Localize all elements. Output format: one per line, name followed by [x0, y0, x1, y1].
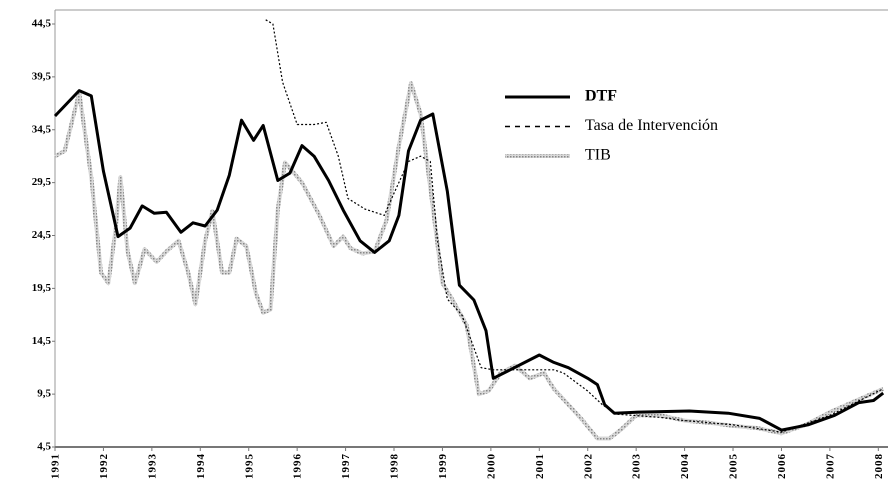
legend-label: Tasa de Intervención: [585, 117, 718, 134]
y-tick-label: 39,5: [32, 70, 52, 82]
y-tick-label: 34,5: [32, 123, 52, 135]
x-tick-label: 1993: [146, 453, 158, 479]
legend-label: DTF: [585, 88, 617, 105]
legend-label: TIB: [585, 147, 611, 164]
x-tick-label: 2005: [728, 453, 740, 479]
x-tick-label: 1994: [195, 453, 207, 479]
x-tick-label: 2003: [631, 453, 643, 479]
x-tick-label: 2008: [873, 453, 885, 479]
series-line: [54, 81, 884, 441]
y-tick-label: 44,5: [32, 18, 52, 30]
y-tick-label: 4,5: [37, 441, 51, 453]
y-tick-label: 19,5: [32, 282, 52, 294]
x-tick-label: 1995: [243, 453, 255, 479]
series-line: [53, 89, 885, 432]
x-tick-label: 2000: [485, 453, 497, 479]
series-line: [265, 19, 884, 433]
x-tick-label: 1991: [50, 453, 62, 479]
x-tick-label: 2002: [582, 453, 594, 479]
y-tick-label: 24,5: [32, 229, 52, 241]
x-tick-label: 1999: [437, 453, 449, 479]
x-tick-label: 2006: [776, 453, 788, 479]
x-tick-label: 1997: [340, 453, 352, 479]
y-tick-label: 14,5: [32, 335, 52, 347]
x-tick-label: 2007: [824, 453, 836, 479]
x-tick-label: 2004: [679, 453, 691, 479]
y-tick-label: 9,5: [37, 388, 51, 400]
x-tick-label: 1998: [389, 453, 401, 479]
x-tick-label: 1996: [292, 453, 304, 479]
x-tick-label: 1992: [98, 453, 110, 479]
y-tick-label: 29,5: [32, 176, 52, 188]
x-tick-label: 2001: [534, 453, 546, 479]
